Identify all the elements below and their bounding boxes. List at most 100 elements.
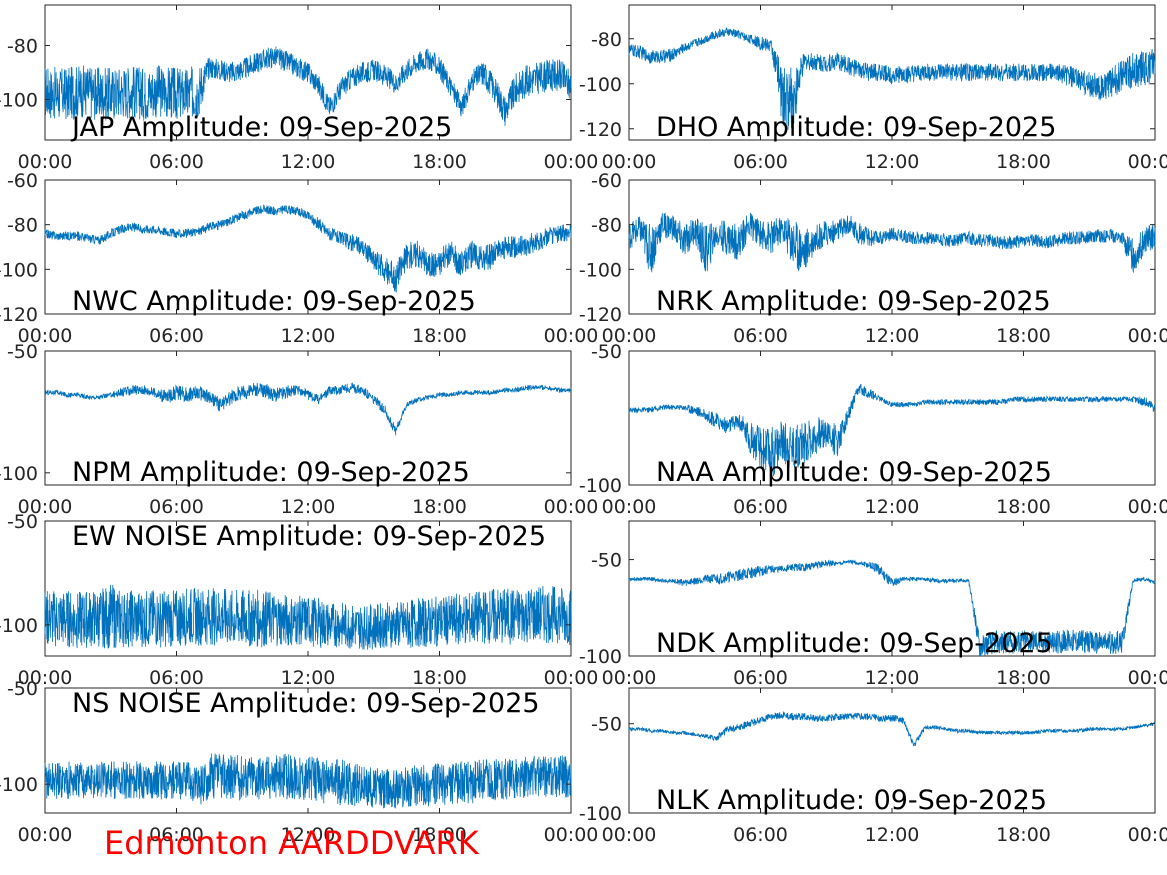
y-tick-label: -120	[579, 304, 622, 326]
x-tick-label: 06:00	[733, 151, 788, 173]
x-tick-label: 12:00	[281, 824, 336, 846]
panel-title: NLK Amplitude: 09-Sep-2025	[656, 785, 1047, 816]
trace-line	[628, 559, 1156, 657]
y-tick-label: -100	[579, 259, 622, 281]
y-tick-label: -80	[7, 215, 38, 237]
panel-dho: 00:00 06:00 12:00 18:00 00:00 -80 -100 -120 DHO …	[579, 4, 1167, 173]
y-tick-label: -50	[591, 341, 622, 363]
x-tick-label: 00:00	[18, 151, 73, 173]
panel-npm: 00:00 06:00 12:00 18:00 00:00 -50 -100 NPM Ampl…	[0, 341, 598, 518]
y-tick-label: -80	[591, 29, 622, 51]
x-tick-label: 00:00	[1128, 667, 1167, 689]
x-tick-label: 00:00	[602, 325, 657, 347]
panel-title: EW NOISE Amplitude: 09-Sep-2025	[72, 521, 546, 552]
panel-nrk: 00:00 06:00 12:00 18:00 00:00 -60 -80 -100 -120 N…	[579, 170, 1167, 347]
axes-box	[44, 350, 572, 486]
x-tick-label: 18:00	[412, 325, 467, 347]
trace-line	[628, 27, 1156, 131]
y-tick-label: -100	[0, 774, 38, 796]
y-tick-label: -100	[0, 90, 38, 112]
x-tick-label: 00:00	[602, 151, 657, 173]
x-tick-label: 00:00	[1128, 151, 1167, 173]
x-tick-label: 00:00	[18, 667, 73, 689]
trace-line	[44, 204, 572, 293]
x-tick-label: 00:00	[602, 496, 657, 518]
x-tick-label: 12:00	[865, 151, 920, 173]
y-tick-label: -50	[591, 550, 622, 572]
x-tick-label: 06:00	[149, 325, 204, 347]
axes-box	[628, 687, 1156, 814]
x-tick-label: 00:00	[602, 824, 657, 846]
x-tick-label: 00:00	[1128, 496, 1167, 518]
panel-jap: 00:00 06:00 12:00 18:00 00:00 -80 -100 JAP Ampl…	[0, 4, 599, 173]
y-tick-label: -100	[0, 259, 38, 281]
x-tick-label: 06:00	[149, 667, 204, 689]
x-tick-label: 00:00	[544, 496, 599, 518]
panel-title: NWC Amplitude: 09-Sep-2025	[72, 286, 476, 317]
y-tick-label: -120	[579, 119, 622, 141]
x-tick-label: 12:00	[281, 667, 336, 689]
x-tick-label: 12:00	[865, 496, 920, 518]
x-tick-label: 06:00	[733, 325, 788, 347]
x-tick-label: 00:00	[18, 496, 73, 518]
y-tick-label: -80	[591, 215, 622, 237]
x-tick-label: 00:00	[18, 824, 73, 846]
x-tick-label: 12:00	[281, 151, 336, 173]
x-tick-label: 06:00	[733, 496, 788, 518]
y-tick-label: -100	[579, 803, 622, 825]
panel-ns-noise: 00:00 06:00 12:00 18:00 00:00 -50 -100 NS NOISE…	[0, 678, 598, 846]
x-tick-label: 00:00	[1128, 824, 1167, 846]
axes-box	[628, 4, 1156, 141]
panel-title: NAA Amplitude: 09-Sep-2025	[656, 457, 1052, 488]
x-tick-label: 00:00	[18, 325, 73, 347]
y-tick-label: -120	[0, 304, 38, 326]
panel-title: DHO Amplitude: 09-Sep-2025	[656, 112, 1056, 143]
x-tick-label: 00:00	[544, 824, 599, 846]
x-tick-label: 06:00	[733, 667, 788, 689]
y-tick-label: -100	[0, 463, 38, 485]
trace-line	[44, 382, 572, 436]
y-tick-label: -60	[7, 170, 38, 192]
x-tick-label: 18:00	[412, 667, 467, 689]
y-tick-label: -100	[579, 646, 622, 668]
y-tick-label: -50	[7, 511, 38, 533]
panel-title: NS NOISE Amplitude: 09-Sep-2025	[72, 688, 540, 719]
station-label: Edmonton AARDDVARK	[104, 824, 480, 862]
x-tick-label: 12:00	[281, 325, 336, 347]
x-tick-label: 06:00	[149, 496, 204, 518]
x-tick-label: 00:00	[544, 325, 599, 347]
x-tick-label: 18:00	[412, 151, 467, 173]
x-tick-label: 06:00	[149, 824, 204, 846]
trace-line	[628, 383, 1156, 477]
x-tick-label: 18:00	[996, 151, 1051, 173]
y-tick-label: -100	[579, 74, 622, 96]
x-tick-label: 00:00	[544, 151, 599, 173]
trace-line	[44, 46, 572, 126]
x-tick-label: 18:00	[412, 824, 467, 846]
trace-line	[628, 711, 1156, 747]
y-tick-label: -100	[0, 615, 38, 637]
panel-title: NPM Amplitude: 09-Sep-2025	[72, 457, 470, 488]
x-tick-label: 00:00	[602, 667, 657, 689]
y-tick-label: -50	[7, 678, 38, 700]
panel-nwc: 00:00 06:00 12:00 18:00 00:00 -60 -80 -100 -120 N…	[0, 170, 598, 347]
x-tick-label: 18:00	[996, 496, 1051, 518]
x-tick-label: 06:00	[733, 824, 788, 846]
panel-title: NRK Amplitude: 09-Sep-2025	[656, 286, 1051, 317]
y-tick-label: -100	[579, 475, 622, 497]
axes-box	[44, 179, 572, 315]
y-tick-label: -80	[7, 36, 38, 58]
panel-ndk: 00:00 06:00 12:00 18:00 00:00 -50 -100 NDK Ampl…	[579, 520, 1167, 689]
y-tick-label: -50	[7, 341, 38, 363]
panel-ew-noise: 00:00 06:00 12:00 18:00 00:00 -50 -100 EW NOISE…	[0, 511, 598, 689]
trace-line	[628, 212, 1156, 273]
y-tick-label: -50	[591, 714, 622, 736]
x-tick-label: 00:00	[544, 667, 599, 689]
x-tick-label: 18:00	[412, 496, 467, 518]
trace-line	[44, 584, 572, 650]
axes-box	[628, 179, 1156, 315]
panel-nlk: 00:00 06:00 12:00 18:00 00:00 -50 -100 NLK Ampl…	[579, 687, 1167, 846]
panel-title: NDK Amplitude: 09-Sep-2025	[656, 628, 1053, 659]
trace-line	[44, 753, 572, 809]
